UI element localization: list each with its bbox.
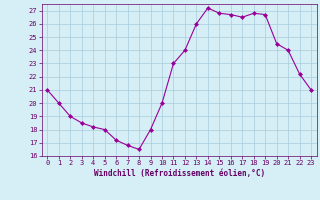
X-axis label: Windchill (Refroidissement éolien,°C): Windchill (Refroidissement éolien,°C) [94,169,265,178]
